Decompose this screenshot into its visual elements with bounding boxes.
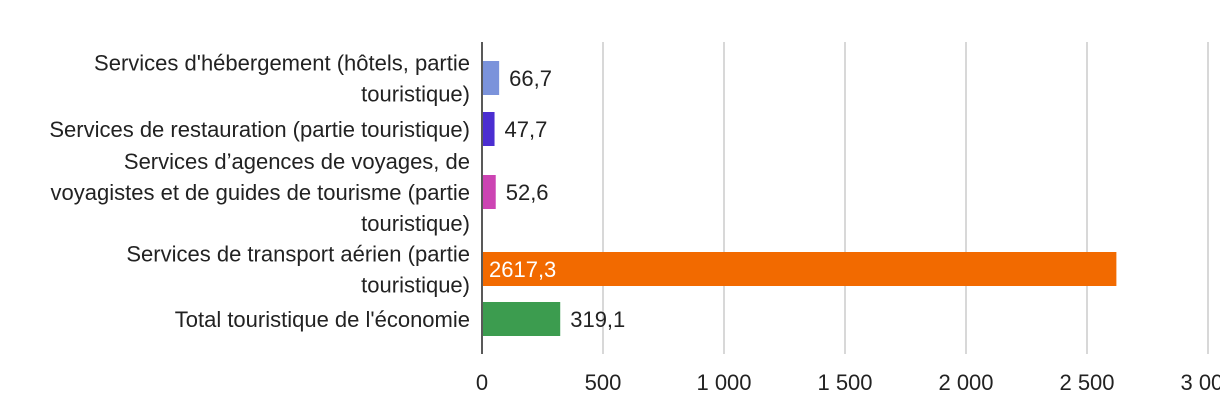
data-label-4: 319,1 (570, 307, 625, 332)
bar-4 (483, 302, 561, 336)
data-label-2: 52,6 (506, 180, 549, 205)
category-label-1: Services de restauration (partie tourist… (49, 117, 470, 142)
category-label-2: Services d’agences de voyages, de voyagis… (51, 149, 470, 236)
category-label-4: Total touristique de l'économie (175, 307, 470, 332)
data-label-1: 47,7 (505, 117, 548, 142)
bar-2 (483, 175, 496, 209)
data-label-3: 2617,3 (489, 257, 556, 282)
x-tick-label-3: 1 500 (817, 370, 872, 395)
bar-1 (483, 112, 495, 146)
data-label-0: 66,7 (509, 66, 552, 91)
category-label-0: Services d'hébergement (hôtels, partie to… (94, 51, 470, 107)
x-tick-label-1: 500 (585, 370, 622, 395)
bar-0 (483, 61, 500, 95)
x-tick-label-5: 2 500 (1059, 370, 1114, 395)
x-tick-label-2: 1 000 (696, 370, 751, 395)
bar-3 (483, 252, 1117, 286)
category-label-3: Services de transport aérien (partie tour… (126, 242, 470, 298)
x-tick-label-4: 2 000 (938, 370, 993, 395)
x-tick-label-0: 0 (476, 370, 488, 395)
x-tick-label-6: 3 000 (1180, 370, 1220, 395)
